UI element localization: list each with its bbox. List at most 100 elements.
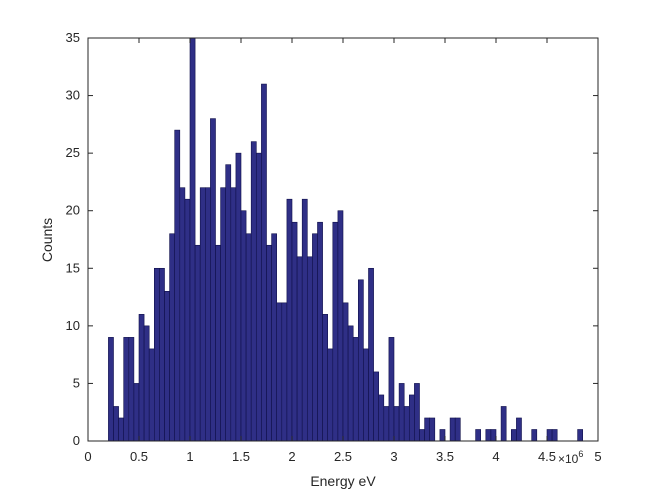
histogram-bar xyxy=(317,221,323,442)
histogram-bar xyxy=(327,348,334,442)
histogram-bar xyxy=(271,233,278,442)
histogram-bar xyxy=(230,187,237,442)
histogram-bar xyxy=(363,348,369,442)
histogram-bar xyxy=(250,141,257,442)
x-tick-label: 2.5 xyxy=(334,449,352,464)
histogram-bar xyxy=(138,314,145,442)
histogram-bar xyxy=(281,302,288,442)
x-tick-label: 2 xyxy=(288,449,295,464)
histogram-bar xyxy=(154,267,160,442)
y-tick-label: 15 xyxy=(66,260,80,275)
histogram-bar xyxy=(306,256,313,442)
histogram-bar xyxy=(235,152,242,442)
histogram-bar xyxy=(342,302,349,442)
x-axis-exponent-label: ×106 xyxy=(558,449,583,466)
histogram-bar xyxy=(424,417,431,442)
y-tick-label: 30 xyxy=(66,88,80,103)
histogram-bar xyxy=(205,187,211,442)
y-tick-label: 10 xyxy=(66,318,80,333)
histogram-bar xyxy=(215,244,221,442)
y-tick-label: 20 xyxy=(66,203,80,218)
histogram-bar xyxy=(352,337,359,442)
x-tick-label: 4 xyxy=(492,449,499,464)
x-tick-label: 3.5 xyxy=(436,449,454,464)
histogram-bar xyxy=(439,429,446,442)
histogram-bar xyxy=(429,417,436,442)
histogram-bar xyxy=(164,291,170,442)
histogram-bar xyxy=(383,406,390,442)
x-axis-label: Energy eV xyxy=(310,473,376,489)
histogram-bar xyxy=(286,198,293,442)
x-tick-label: 1 xyxy=(186,449,193,464)
histogram-bar xyxy=(220,187,227,442)
histogram-bar xyxy=(373,371,380,442)
histogram-bar xyxy=(551,429,558,442)
histogram-bar xyxy=(189,37,196,442)
histogram-bar xyxy=(133,383,140,442)
histogram-bar xyxy=(347,325,354,442)
histogram-bar xyxy=(388,337,395,442)
histogram-bar xyxy=(454,417,461,442)
y-axis-label: Counts xyxy=(39,218,55,262)
y-ticks: 0 5 10 15 20 25 30 35 xyxy=(66,30,598,448)
histogram-bar xyxy=(143,325,150,442)
histogram-bar xyxy=(408,394,415,442)
x-tick-label: 3 xyxy=(390,449,397,464)
histogram-bar xyxy=(123,337,130,442)
histogram-bar xyxy=(169,233,176,442)
histogram-bar xyxy=(245,233,252,442)
histogram-bar xyxy=(449,417,456,442)
histogram-bar xyxy=(337,210,344,442)
histogram-bar xyxy=(398,383,405,442)
x-ticks: 0 0.5 1 1.5 2 2.5 3 3.5 4 4.5 5 xyxy=(84,38,602,464)
histogram-bar xyxy=(393,406,400,442)
histogram-bar xyxy=(531,429,538,442)
y-tick-label: 25 xyxy=(66,145,80,160)
histogram-bar xyxy=(485,429,492,442)
histogram-bar xyxy=(419,429,425,442)
x-tick-label: 4.5 xyxy=(538,449,556,464)
x-tick-label: 0 xyxy=(84,449,91,464)
y-tick-label: 35 xyxy=(66,30,80,45)
histogram-bar xyxy=(301,198,308,442)
histogram-bar xyxy=(510,429,517,442)
histogram-bar xyxy=(210,118,216,442)
histogram-bar xyxy=(179,187,186,442)
x-tick-label: 1.5 xyxy=(232,449,250,464)
histogram-bar xyxy=(255,152,262,442)
histogram-bar xyxy=(312,233,318,442)
histogram-bar xyxy=(113,406,119,442)
y-tick-label: 5 xyxy=(73,375,80,390)
x-tick-label: 0.5 xyxy=(130,449,148,464)
histogram-bar xyxy=(296,256,303,442)
histogram-bar xyxy=(357,279,364,442)
histogram-bar xyxy=(128,337,135,442)
histogram-bar xyxy=(199,187,206,442)
histogram-bar xyxy=(194,244,201,442)
histogram-bar xyxy=(516,417,522,442)
histogram-bar xyxy=(276,302,283,442)
histogram-bar xyxy=(261,83,267,442)
histogram-bar xyxy=(332,221,339,442)
histogram-bar xyxy=(184,198,191,442)
histogram-bar xyxy=(148,348,155,442)
histogram-bar xyxy=(108,337,114,442)
histogram-bar xyxy=(159,267,165,442)
histogram-bar xyxy=(490,429,497,442)
x-axis-multiplier: ×10 xyxy=(558,452,579,466)
histogram-bar xyxy=(546,429,553,442)
histogram-bar xyxy=(368,267,374,442)
histogram-bar xyxy=(291,221,298,442)
histogram-bar xyxy=(118,417,124,442)
histogram-bar xyxy=(240,210,247,442)
x-axis-exponent: 6 xyxy=(578,449,583,459)
histogram-bar xyxy=(414,383,420,442)
histogram-bar xyxy=(225,164,232,442)
histogram-bar xyxy=(475,429,482,442)
histogram-bar xyxy=(403,406,410,442)
histogram-bar xyxy=(577,429,583,442)
histogram-bar xyxy=(322,314,329,442)
y-tick-label: 0 xyxy=(73,433,80,448)
